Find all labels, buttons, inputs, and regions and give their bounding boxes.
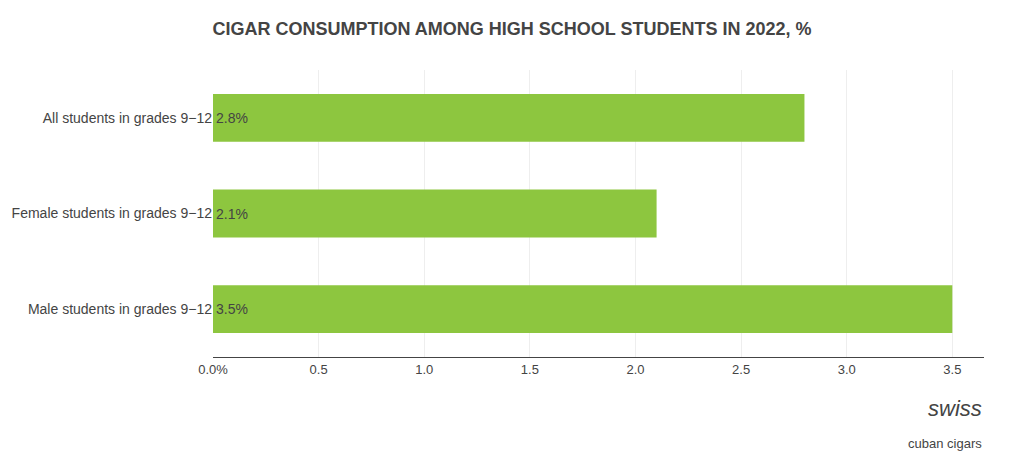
svg-text:0.5: 0.5 xyxy=(310,362,328,377)
svg-text:Male students in grades 9−12: Male students in grades 9−12 xyxy=(28,301,212,317)
svg-text:Female students in grades 9−12: Female students in grades 9−12 xyxy=(12,205,213,221)
svg-text:1.5: 1.5 xyxy=(521,362,539,377)
svg-text:2.5: 2.5 xyxy=(732,362,750,377)
svg-text:3.5: 3.5 xyxy=(943,362,961,377)
svg-text:2.8%: 2.8% xyxy=(216,110,248,126)
svg-text:CIGAR CONSUMPTION AMONG HIGH S: CIGAR CONSUMPTION AMONG HIGH SCHOOL STUD… xyxy=(212,19,811,39)
svg-text:3.5%: 3.5% xyxy=(216,301,248,317)
svg-text:2.1%: 2.1% xyxy=(216,206,248,222)
svg-text:cuban cigars: cuban cigars xyxy=(908,436,982,451)
svg-text:2.0: 2.0 xyxy=(626,362,644,377)
svg-text:All students in grades 9−12: All students in grades 9−12 xyxy=(43,110,212,126)
svg-text:1.0: 1.0 xyxy=(415,362,433,377)
svg-text:3.0: 3.0 xyxy=(838,362,856,377)
svg-text:0.0%: 0.0% xyxy=(198,362,228,377)
svg-text:swiss: swiss xyxy=(928,396,982,421)
